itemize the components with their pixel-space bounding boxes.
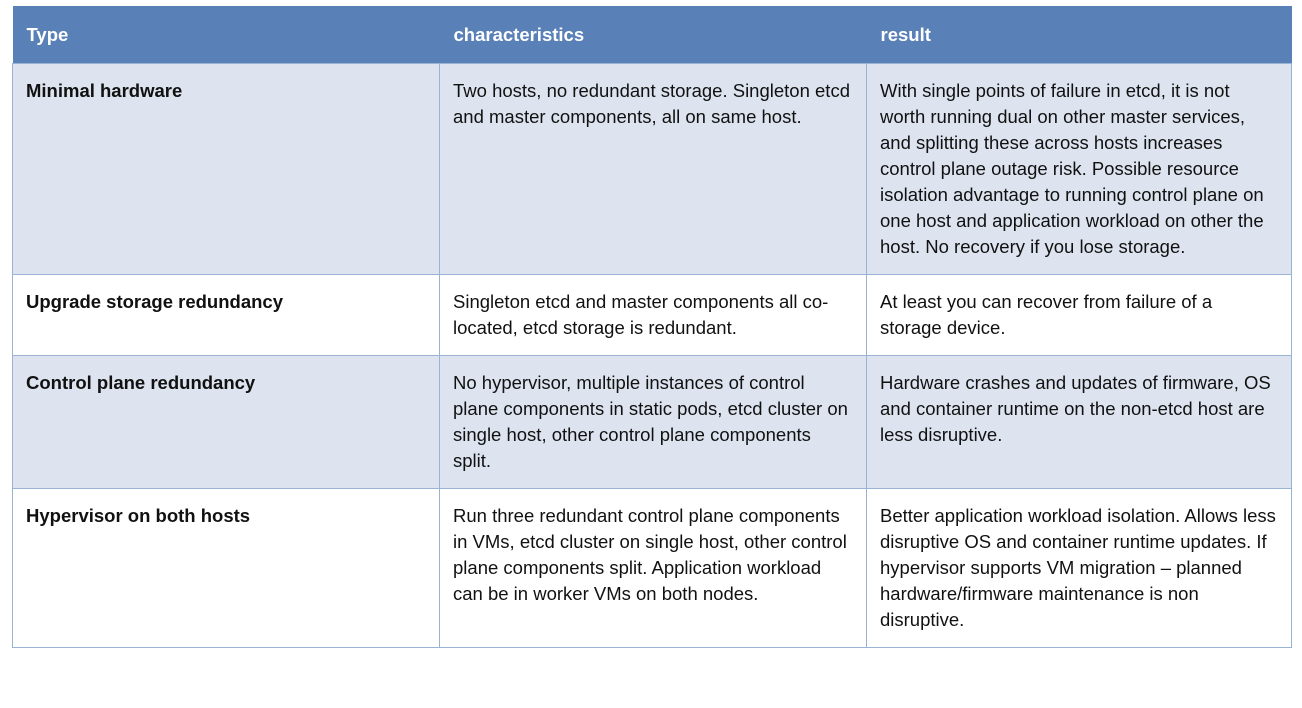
characteristics-cell: Singleton etcd and master components all…: [439, 274, 867, 356]
type-cell: Upgrade storage redundancy: [12, 274, 440, 356]
result-cell: At least you can recover from failure of…: [866, 274, 1292, 356]
type-cell: Control plane redundancy: [12, 355, 440, 489]
header-result: result: [866, 6, 1292, 64]
table-row: Minimal hardware Two hosts, no redundant…: [12, 63, 1292, 275]
comparison-table: Type characteristics result Minimal hard…: [12, 6, 1292, 648]
table-row: Hypervisor on both hosts Run three redun…: [12, 488, 1292, 648]
result-cell: With single points of failure in etcd, i…: [866, 63, 1292, 275]
header-type: Type: [12, 6, 440, 64]
header-characteristics: characteristics: [439, 6, 867, 64]
characteristics-cell: No hypervisor, multiple instances of con…: [439, 355, 867, 489]
characteristics-cell: Two hosts, no redundant storage. Singlet…: [439, 63, 867, 275]
type-cell: Hypervisor on both hosts: [12, 488, 440, 648]
header-row: Type characteristics result: [12, 6, 1292, 64]
table-row: Control plane redundancy No hypervisor, …: [12, 355, 1292, 489]
characteristics-cell: Run three redundant control plane compon…: [439, 488, 867, 648]
table-row: Upgrade storage redundancy Singleton etc…: [12, 274, 1292, 356]
result-cell: Hardware crashes and updates of firmware…: [866, 355, 1292, 489]
type-cell: Minimal hardware: [12, 63, 440, 275]
result-cell: Better application workload isolation. A…: [866, 488, 1292, 648]
